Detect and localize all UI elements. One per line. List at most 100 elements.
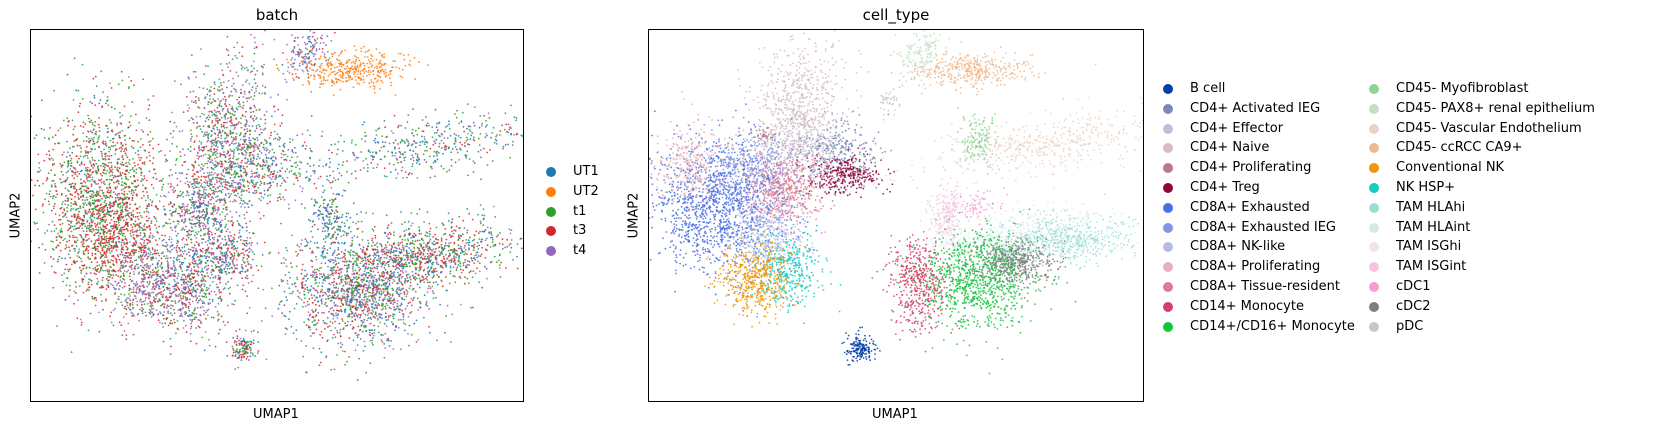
batch-cluster-points [289,211,474,352]
legend-marker-icon [1369,242,1379,253]
batch-cluster-points [250,103,523,195]
legend-label: CD4+ Effector [1190,120,1284,136]
batch-cluster-points [300,161,363,278]
legend-marker-icon [1369,84,1379,94]
legend-label: cDC2 [1396,298,1431,314]
batch-x-axis-label: UMAP1 [253,407,299,422]
legend-label: CD14+/CD16+ Monocyte [1190,318,1355,334]
legend-marker-icon [1163,103,1173,114]
legend-marker-icon [1369,143,1379,154]
legend-label: CD8A+ Proliferating [1190,259,1321,275]
legend-label: NK HSP+ [1396,180,1456,195]
cell-type-cluster-points [748,223,842,325]
legend-label: UT1 [573,164,599,179]
legend-label: CD8A+ Tissue-resident [1190,279,1340,294]
cell-type-cluster-points [649,90,745,212]
legend-label: CD45- Vascular Endothelium [1396,120,1582,136]
legend-label: UT2 [573,183,599,199]
legend-label: CD4+ Proliferating [1190,160,1312,176]
legend-label: TAM ISGhi [1396,239,1462,255]
legend-marker-icon [546,186,556,197]
batch-cluster-points [170,115,328,225]
legend-marker-icon [1163,202,1173,213]
cell-type-cluster-points [726,30,870,228]
legend-marker-icon [546,206,556,217]
batch-cluster-points [148,150,251,260]
cell-type-y-axis-label: UMAP2 [626,192,642,239]
legend-marker-icon [1163,301,1173,312]
batch-y-axis-label: UMAP2 [8,192,24,239]
cell-type-cluster-points [889,41,1097,100]
legend-label: CD8A+ NK-like [1190,239,1286,255]
legend-marker-icon [1163,123,1173,134]
legend-marker-icon [1163,84,1173,94]
cell-type-cluster-points [704,228,806,328]
legend-marker-icon [546,226,556,237]
batch-cluster-points [275,45,429,96]
legend-marker-icon [1369,222,1379,233]
legend-marker-icon [1369,163,1379,174]
legend-marker-icon [1163,242,1173,253]
legend-label: CD45- ccRCC CA9+ [1396,140,1523,156]
batch-cluster-points [225,328,260,370]
legend-marker-icon [1369,282,1379,292]
cell-type-cluster-points [892,30,954,83]
legend-marker-icon [1369,301,1379,312]
legend-label: CD45- Myofibroblast [1396,81,1529,96]
legend-label: pDC [1396,318,1424,334]
cell-type-cluster-points [879,86,901,121]
legend-label: CD14+ Monocyte [1190,298,1304,314]
cell-type-cluster-points [914,193,1139,282]
legend-label: cDC1 [1396,279,1431,294]
legend-marker-icon [1163,282,1173,292]
legend-marker-icon [1369,202,1379,213]
legend-label: B cell [1190,81,1226,96]
batch-panel-title: batch [255,6,299,24]
legend-marker-icon [1369,103,1379,114]
batch-cluster-points [121,190,251,352]
legend-label: TAM HLAhi [1396,199,1466,215]
legend-marker-icon [1163,183,1173,193]
legend-label: TAM ISGint [1396,259,1467,275]
batch-scatter [31,30,523,381]
cell-type-scatter [649,30,1143,375]
legend-marker-icon [1163,163,1173,174]
legend-marker-icon [1369,123,1379,134]
legend-marker-icon [1163,222,1173,233]
cell-type-cluster-points [841,326,881,366]
cell-type-cluster-points [928,207,962,248]
batch-plot-area [30,29,524,402]
legend-label: CD45- PAX8+ renal epithelium [1396,100,1595,116]
cell-type-x-axis-label: UMAP1 [872,407,918,422]
batch-cluster-points [41,155,195,336]
legend-label: CD8A+ Exhausted IEG [1190,219,1337,235]
legend-label: t4 [573,243,587,259]
legend-marker-icon [1163,262,1173,273]
batch-cluster-points [187,208,280,306]
legend-marker-icon [546,167,556,177]
legend-label: CD4+ Activated IEG [1190,100,1321,116]
legend-label: t3 [573,223,587,239]
cell-type-cluster-points [959,172,1009,226]
cell-type-cluster-points [871,228,961,353]
cell-type-plot-area [648,29,1144,402]
cell-type-panel-title: cell_type [862,6,930,24]
legend-marker-icon [1369,262,1379,273]
legend-marker-icon [546,246,556,257]
legend-label: t1 [573,203,587,219]
cell-type-cluster-points [890,203,1077,375]
legend-marker-icon [1369,183,1379,193]
batch-cluster-points [160,30,288,255]
legend-marker-icon [1163,321,1173,332]
cell-type-cluster-points [872,96,1143,196]
legend-label: Conventional NK [1396,160,1505,176]
batch-cluster-points [83,236,228,356]
legend-marker-icon [1163,143,1173,154]
legend-label: CD4+ Treg [1190,180,1260,195]
cell-type-cluster-points [749,126,777,145]
cell-type-cluster-points [649,103,818,312]
legend-label: CD8A+ Exhausted [1190,199,1310,215]
batch-cluster-points [276,30,336,93]
cell-type-cluster-points [956,107,1000,168]
legend-label: TAM HLAint [1396,219,1471,235]
